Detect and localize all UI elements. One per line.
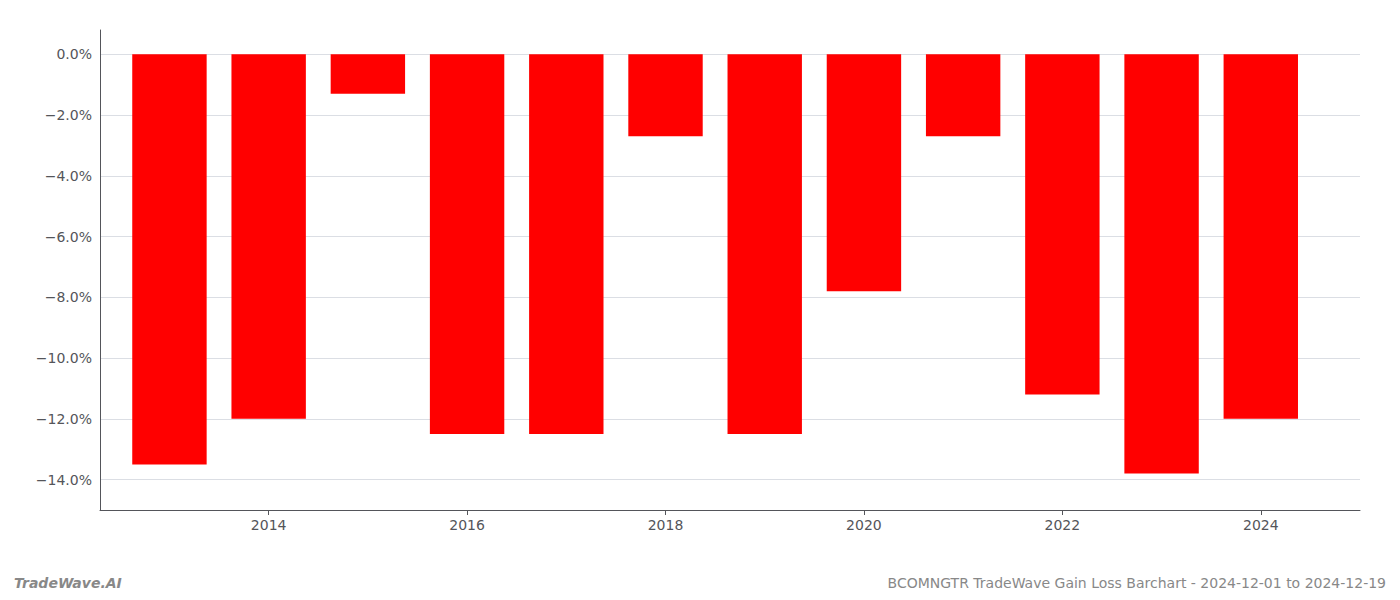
svg-text:−12.0%: −12.0%: [36, 411, 92, 427]
svg-text:−4.0%: −4.0%: [45, 168, 92, 184]
svg-text:TradeWave.AI: TradeWave.AI: [14, 575, 122, 591]
svg-text:−10.0%: −10.0%: [36, 350, 92, 366]
svg-text:2018: 2018: [648, 517, 684, 533]
svg-text:2020: 2020: [846, 517, 882, 533]
svg-text:−8.0%: −8.0%: [45, 289, 92, 305]
svg-text:BCOMNGTR TradeWave Gain Loss B: BCOMNGTR TradeWave Gain Loss Barchart - …: [888, 575, 1386, 591]
svg-text:−2.0%: −2.0%: [45, 107, 92, 123]
svg-text:0.0%: 0.0%: [56, 46, 92, 62]
svg-text:2024: 2024: [1243, 517, 1279, 533]
svg-text:2016: 2016: [449, 517, 485, 533]
svg-text:−14.0%: −14.0%: [36, 472, 92, 488]
svg-text:2022: 2022: [1045, 517, 1081, 533]
svg-text:2014: 2014: [251, 517, 287, 533]
svg-text:−6.0%: −6.0%: [45, 229, 92, 245]
